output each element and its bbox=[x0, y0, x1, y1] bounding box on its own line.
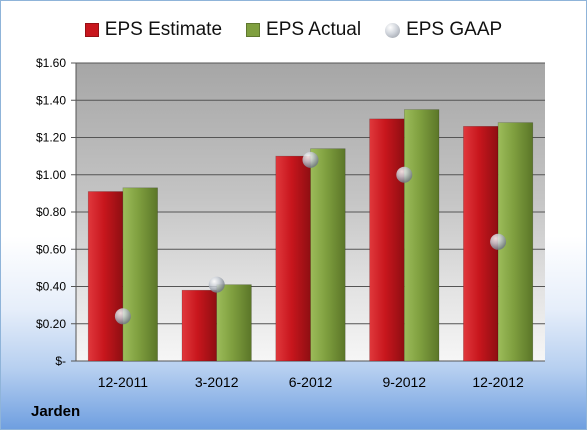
y-tick-label: $0.20 bbox=[36, 317, 66, 331]
bar-eps-estimate bbox=[369, 118, 405, 362]
legend-item-actual: EPS Actual bbox=[246, 19, 361, 41]
bar-eps-estimate bbox=[275, 155, 311, 362]
legend-label-gaap: EPS GAAP bbox=[406, 19, 503, 40]
x-tick-label: 6-2012 bbox=[289, 374, 333, 390]
legend-swatch-gaap bbox=[385, 22, 401, 38]
legend: EPS Estimate EPS Actual EPS GAAP bbox=[1, 15, 586, 45]
legend-swatch-actual bbox=[246, 23, 261, 37]
y-tick-label: $1.20 bbox=[36, 131, 66, 145]
bar-eps-actual bbox=[310, 148, 346, 362]
bar-eps-estimate bbox=[87, 191, 124, 362]
legend-swatch-estimate bbox=[84, 23, 99, 37]
legend-item-estimate: EPS Estimate bbox=[84, 19, 223, 41]
y-tick-label: $0.60 bbox=[36, 242, 66, 256]
legend-label-actual: EPS Actual bbox=[266, 19, 362, 40]
x-tick-label: 3-2012 bbox=[195, 374, 239, 390]
bar-eps-actual bbox=[216, 284, 252, 362]
marker-eps-gaap bbox=[302, 151, 319, 168]
marker-eps-gaap bbox=[396, 166, 413, 183]
y-tick-label: $1.00 bbox=[36, 168, 66, 182]
y-tick-label: $0.80 bbox=[36, 205, 66, 219]
company-label: Jarden bbox=[31, 403, 81, 420]
legend-label-estimate: EPS Estimate bbox=[104, 19, 223, 40]
x-tick-label: 12-2012 bbox=[472, 374, 524, 390]
bar-eps-actual bbox=[403, 109, 440, 362]
bar-eps-estimate bbox=[181, 289, 218, 362]
marker-eps-gaap bbox=[208, 276, 225, 293]
y-tick-label: $0.40 bbox=[36, 280, 66, 294]
y-tick-label: $1.60 bbox=[36, 56, 66, 70]
y-tick-label: $- bbox=[55, 354, 66, 368]
x-tick-label: 12-2011 bbox=[98, 374, 149, 390]
bar-eps-actual bbox=[122, 187, 158, 362]
marker-eps-gaap bbox=[490, 233, 507, 250]
x-tick-label: 9-2012 bbox=[383, 374, 427, 390]
marker-eps-gaap bbox=[114, 308, 131, 325]
legend-item-gaap: EPS GAAP bbox=[385, 19, 502, 41]
y-tick-label: $1.40 bbox=[36, 93, 66, 107]
